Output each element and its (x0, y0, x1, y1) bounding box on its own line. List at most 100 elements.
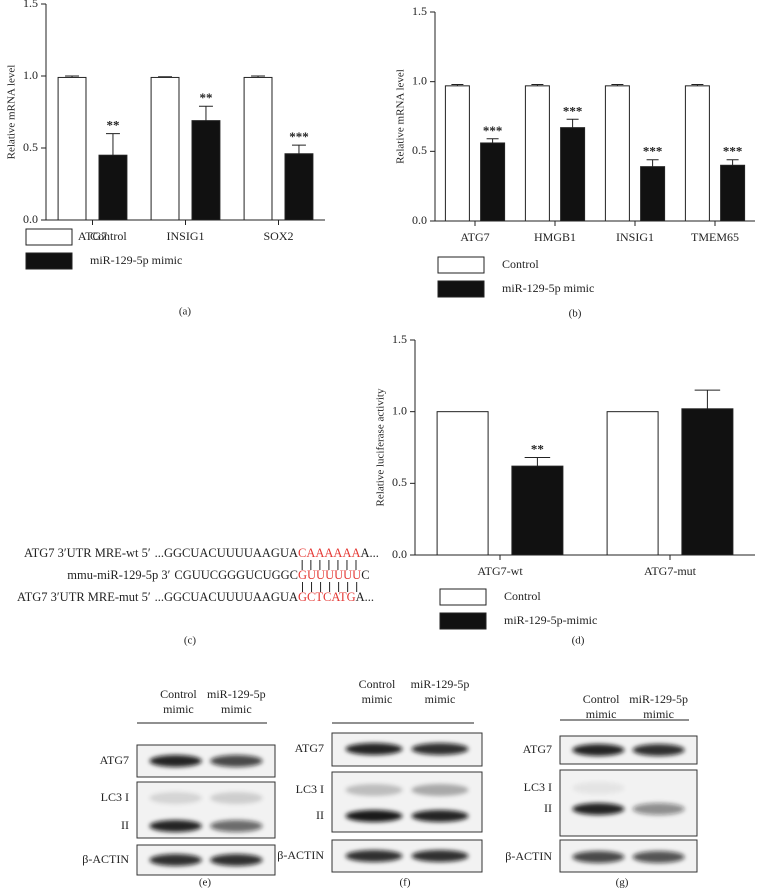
row-label: LC3 I (101, 790, 129, 804)
error-bar (611, 83, 624, 86)
y-axis-label: Relative luciferase activity (375, 388, 387, 506)
lane-header: miR-129-5p (411, 677, 470, 691)
y-axis-label: Relative mRNA level (395, 69, 407, 164)
significance: *** (723, 144, 743, 159)
bar (150, 76, 180, 221)
binding-site: CAAAAAA (298, 546, 361, 560)
sequence-bases: ...GGCUACUUUUAAGUA (155, 546, 298, 560)
bar (604, 85, 630, 222)
lane-header: mimic (425, 692, 456, 706)
sequence-right: GCTCATGA... (298, 590, 374, 604)
row-label: LC3 I (296, 782, 324, 796)
x-tick-label: SOX2 (263, 229, 293, 243)
bar (98, 154, 128, 221)
sequence-bases: CGUUCGGGUCUGGC (174, 568, 298, 582)
y-tick-label: 1.5 (23, 0, 38, 10)
error-bar (531, 83, 544, 86)
bar (284, 153, 314, 221)
x-tick-label: ATG7-wt (477, 564, 523, 578)
bar (511, 465, 564, 556)
lane-header: mimic (163, 702, 194, 716)
bar (640, 166, 666, 222)
significance: ** (531, 442, 544, 457)
x-tick-label: INSIG1 (616, 230, 654, 244)
error-bar (291, 144, 306, 154)
y-tick-label: 0.0 (392, 547, 407, 561)
bar (444, 85, 470, 222)
legend-swatch (25, 252, 73, 270)
y-tick-label: 0.0 (412, 213, 427, 227)
bar (436, 411, 489, 556)
sequence-right: GUUUUUUC (298, 568, 370, 582)
row-label: II (121, 818, 129, 832)
sequence-left: ATG7 3′UTR MRE-mut 5′ ...GGCUACUUUUAAGUA (17, 590, 298, 604)
x-tick-label: INSIG1 (167, 229, 205, 243)
panel-label: (g) (616, 877, 629, 889)
row-label: II (316, 808, 324, 822)
band (632, 803, 685, 815)
significance: ** (199, 90, 212, 105)
lane-header: mimic (586, 707, 617, 721)
y-tick-label: 1.0 (412, 73, 427, 87)
band (149, 820, 202, 832)
bar (606, 411, 659, 556)
legend-swatch (439, 612, 487, 630)
y-tick-label: 0.5 (23, 140, 38, 154)
bar (57, 76, 87, 221)
lane-header: mimic (221, 702, 252, 716)
lane-header: Control (583, 692, 620, 706)
significance: *** (643, 144, 663, 159)
y-tick-label: 1.0 (392, 403, 407, 417)
band (411, 743, 469, 755)
band (149, 792, 202, 804)
lane-header: miR-129-5p (629, 692, 688, 706)
row-label: β-ACTIN (82, 852, 129, 866)
error-bar (251, 75, 266, 78)
row-label: LC3 I (524, 780, 552, 794)
panel-label: (b) (569, 308, 582, 320)
x-tick-label: ATG7 (78, 229, 107, 243)
y-axis-label: Relative mRNA level (6, 65, 18, 160)
legend-swatch (439, 588, 487, 606)
bar (480, 142, 506, 222)
row-label: β-ACTIN (505, 849, 552, 863)
sequence-right: CAAAAAAA... (298, 546, 379, 560)
error-bar (486, 138, 499, 143)
band (210, 854, 263, 866)
x-tick-label: TMEM65 (691, 230, 739, 244)
sequence-tail: A... (361, 546, 379, 560)
legend-label: miR-129-5p mimic (502, 281, 594, 295)
band (411, 784, 469, 796)
row-label: II (544, 801, 552, 815)
band (345, 850, 403, 862)
band (632, 744, 685, 756)
significance: ** (106, 118, 119, 133)
error-bar (105, 133, 120, 156)
sequence-tail: C (361, 568, 369, 582)
band (411, 810, 469, 822)
bar (681, 408, 734, 556)
band (210, 792, 263, 804)
error-bar (158, 76, 173, 78)
lane-header: mimic (643, 707, 674, 721)
error-bar (646, 159, 659, 167)
legend-label: miR-129-5p mimic (90, 253, 182, 267)
band (210, 755, 263, 767)
y-tick-label: 0.0 (23, 212, 38, 226)
x-tick-label: HMGB1 (534, 230, 576, 244)
band (572, 803, 625, 815)
lane-header: Control (359, 677, 396, 691)
significance: *** (289, 129, 309, 144)
lane-header: mimic (362, 692, 393, 706)
x-tick-label: ATG7 (460, 230, 489, 244)
legend-label: Control (502, 257, 539, 271)
sequence-label: mmu-miR-129-5p 3′ (67, 568, 170, 582)
error-bar (566, 118, 579, 128)
panel-label: (e) (199, 877, 212, 889)
bar (524, 85, 550, 222)
error-bar (524, 457, 551, 467)
y-tick-label: 1.5 (392, 332, 407, 346)
y-tick-label: 1.0 (23, 68, 38, 82)
panel-label: (d) (572, 635, 585, 647)
row-label: ATG7 (295, 741, 324, 755)
